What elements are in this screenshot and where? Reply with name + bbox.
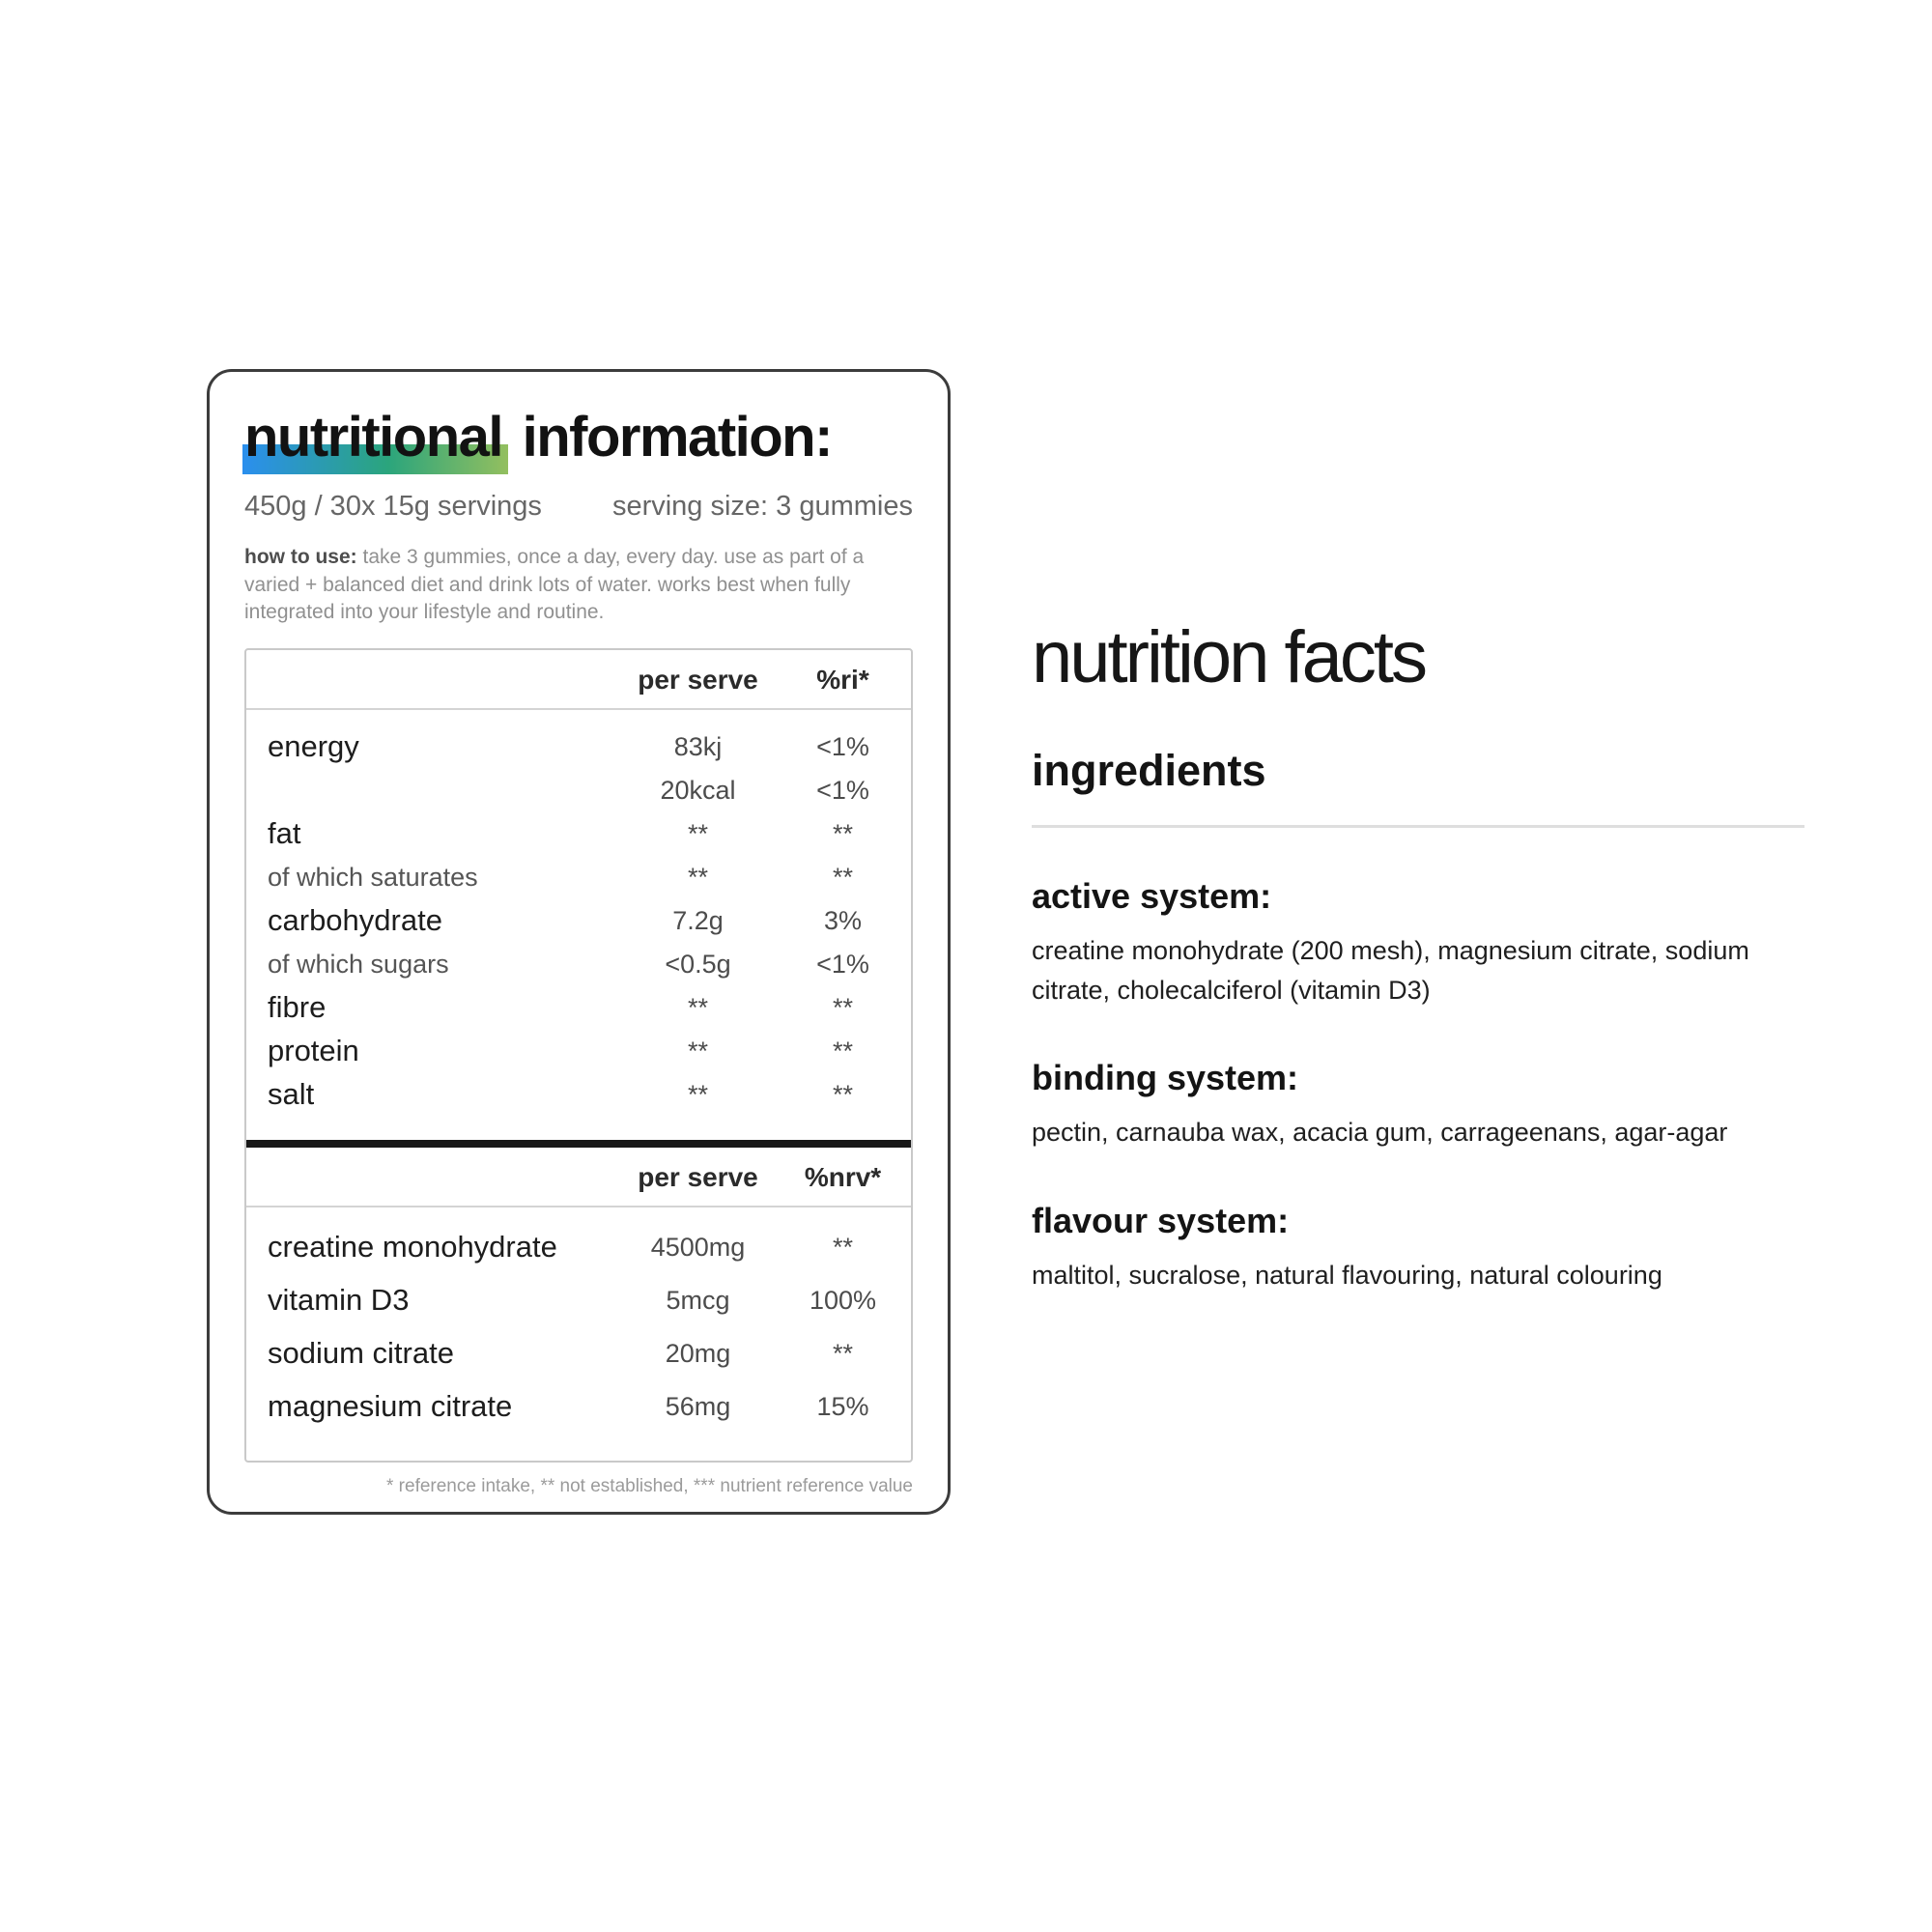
macro-col-per-serve: per serve	[638, 664, 758, 695]
macro-table-header: per serve %ri*	[246, 650, 911, 710]
table-row-sugars: of which sugars <0.5g <1%	[268, 949, 869, 979]
binding-system-section: binding system: pectin, carnauba wax, ac…	[1032, 1058, 1804, 1152]
flavour-system-body: maltitol, sucralose, natural flavouring,…	[1032, 1260, 1662, 1290]
active-system-body: creatine monohydrate (200 mesh), magnesi…	[1032, 936, 1749, 1005]
actives-col-per-serve: per serve	[638, 1161, 758, 1192]
table-row-carbohydrate: carbohydrate 7.2g 3%	[268, 903, 863, 938]
facts-title: nutrition facts	[1032, 616, 1428, 698]
pack-size-text: 450g / 30x 15g servings	[244, 491, 542, 522]
title-rest: information:	[508, 406, 834, 469]
actives-col-nrv: %nrv*	[804, 1161, 882, 1192]
title-highlight: nutritional	[242, 406, 509, 474]
serving-info-row: 450g / 30x 15g servings serving size: 3 …	[244, 491, 913, 523]
how-to-use-text: take 3 gummies, once a day, every day. u…	[244, 546, 865, 624]
how-to-use-label: how to use:	[244, 546, 357, 568]
reference-footnote: * reference intake, ** not established, …	[386, 1475, 913, 1496]
flavour-system-heading: flavour system:	[1032, 1200, 1290, 1240]
flavour-system-section: flavour system: maltitol, sucralose, nat…	[1032, 1201, 1804, 1295]
table-row-energy: energy 83kj <1%	[268, 729, 869, 764]
table-row-fibre: fibre ** **	[268, 990, 853, 1025]
active-system-heading: active system:	[1032, 876, 1272, 917]
nutrition-facts-panel: nutrition facts ingredients active syste…	[1032, 616, 1804, 1295]
table-row-energy-kcal: 20kcal <1%	[660, 775, 869, 805]
table-row-vitamin-d3: vitamin D3 5mcg 100%	[268, 1283, 877, 1318]
table-row-salt: salt ** **	[268, 1077, 853, 1112]
table-row-sodium-citrate: sodium citrate 20mg **	[268, 1336, 853, 1371]
active-system-section: active system: creatine monohydrate (200…	[1032, 876, 1804, 1009]
table-row-saturates: of which saturates ** **	[268, 862, 853, 892]
binding-system-heading: binding system:	[1032, 1058, 1299, 1098]
serving-size-text: serving size: 3 gummies	[611, 491, 913, 522]
how-to-use: how to use: take 3 gummies, once a day, …	[244, 544, 913, 627]
nutrition-table: per serve %ri* energy 83kj <1% 20kcal <1…	[244, 647, 913, 1463]
actives-table-header: per serve %nrv*	[246, 1148, 911, 1208]
macro-table-body: energy 83kj <1% 20kcal <1% fat ** ** of …	[246, 710, 911, 1140]
card-title: nutritional information:	[242, 405, 913, 474]
table-thick-divider	[246, 1139, 911, 1148]
macro-col-ri: %ri*	[816, 664, 869, 695]
table-row-fat: fat ** **	[268, 816, 853, 851]
nutritional-label-card: nutritional information: 450g / 30x 15g …	[207, 369, 951, 1515]
actives-table-body: creatine monohydrate 4500mg ** vitamin D…	[246, 1208, 911, 1461]
binding-system-body: pectin, carnauba wax, acacia gum, carrag…	[1032, 1118, 1728, 1148]
table-row-magnesium-citrate: magnesium citrate 56mg 15%	[268, 1389, 869, 1424]
ingredients-heading: ingredients	[1032, 746, 1266, 796]
table-row-creatine: creatine monohydrate 4500mg **	[268, 1230, 853, 1264]
table-row-protein: protein ** **	[268, 1034, 853, 1068]
ingredients-divider	[1032, 825, 1804, 829]
